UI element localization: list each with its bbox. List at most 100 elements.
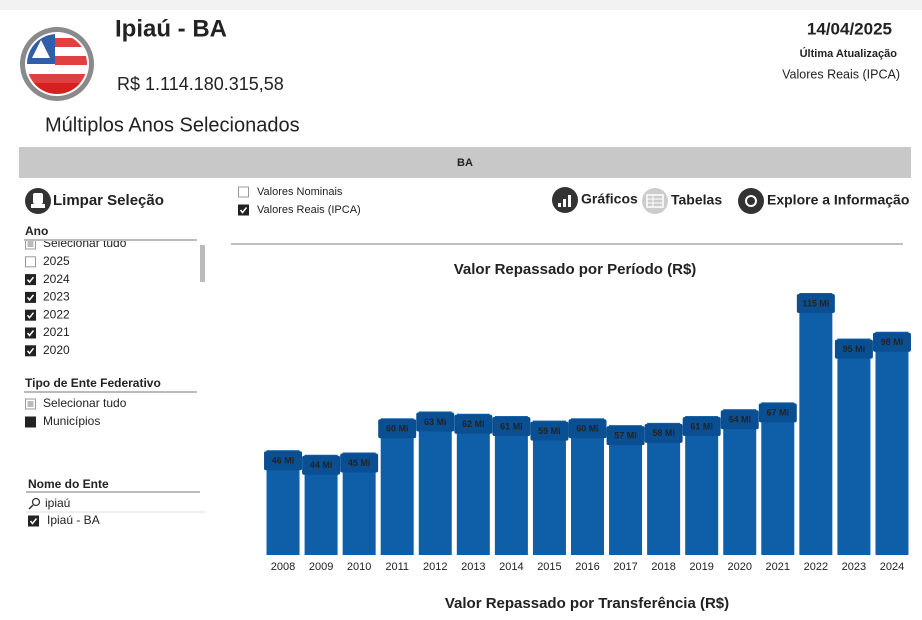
- update-label: Última Atualização: [800, 47, 898, 60]
- checkbox[interactable]: [25, 291, 36, 303]
- checkbox-box[interactable]: [25, 416, 36, 428]
- checkbox-box[interactable]: [25, 327, 36, 339]
- values-mode: Valores Reais (IPCA): [782, 67, 900, 81]
- x-tick-label: 2014: [499, 561, 523, 573]
- value-label: 61 Mi: [690, 421, 713, 431]
- bar: [685, 416, 719, 555]
- value-label: 63 Mi: [424, 417, 447, 427]
- value-label-badge: [530, 421, 569, 441]
- checkbox[interactable]: [238, 204, 249, 216]
- filter-option[interactable]: Selecionar tudo: [43, 396, 127, 410]
- search-input[interactable]: ipiaú: [45, 496, 70, 510]
- checkbox-box[interactable]: [238, 186, 249, 198]
- filter-option[interactable]: Selecionar tudo: [43, 236, 127, 250]
- filter-title: Tipo de Ente Federativo: [25, 376, 161, 390]
- explore-button[interactable]: Explore a Informação: [738, 188, 909, 214]
- bar: [418, 411, 452, 555]
- legend-label[interactable]: Valores Nominais: [257, 186, 343, 198]
- x-tick-label: 2013: [461, 561, 485, 573]
- filter-option[interactable]: 2020: [43, 343, 70, 357]
- x-tick-label: 2021: [766, 561, 790, 573]
- legend-label[interactable]: Valores Reais (IPCA): [257, 204, 361, 216]
- tables-button[interactable]: Tabelas: [642, 188, 722, 214]
- checkbox[interactable]: [25, 327, 36, 339]
- x-tick-label: 2022: [804, 561, 828, 573]
- x-tick-label: 2016: [575, 561, 599, 573]
- checkbox-box[interactable]: [25, 309, 36, 321]
- value-label-badge: [872, 332, 911, 352]
- checkbox[interactable]: [25, 398, 36, 410]
- checkmark[interactable]: [26, 294, 35, 302]
- checkbox[interactable]: [25, 309, 36, 321]
- checkmark[interactable]: [239, 207, 248, 214]
- value-label-badge: [264, 451, 303, 471]
- bar: [761, 402, 795, 555]
- value-label: 59 Mi: [538, 426, 561, 436]
- value-label: 95 Mi: [843, 344, 866, 354]
- checkmark[interactable]: [26, 276, 35, 284]
- checkbox-box[interactable]: [238, 204, 249, 216]
- checkbox[interactable]: [238, 186, 249, 198]
- bar: [837, 338, 871, 555]
- scrollbar[interactable]: [200, 245, 205, 282]
- checkbox-box[interactable]: [25, 291, 36, 303]
- value-label: 60 Mi: [386, 424, 409, 434]
- x-tick-label: 2012: [423, 561, 447, 573]
- checkbox[interactable]: [25, 345, 36, 357]
- checkbox-partial[interactable]: [27, 401, 34, 407]
- clear-button[interactable]: Limpar Seleção: [25, 188, 164, 214]
- section-title: Valor Repassado por Transferência (R$): [445, 595, 729, 612]
- checkbox-box[interactable]: [25, 256, 36, 268]
- checkbox-box[interactable]: [28, 515, 39, 527]
- banner: [19, 147, 911, 178]
- value-label-badge: [834, 339, 873, 359]
- value-label-badge: [416, 412, 455, 432]
- value-label: 62 Mi: [462, 419, 485, 429]
- charts-button-label[interactable]: Gráficos: [581, 191, 638, 207]
- checkmark[interactable]: [29, 518, 38, 525]
- charts-button[interactable]: Gráficos: [552, 187, 638, 213]
- value-label-badge: [758, 403, 797, 423]
- x-tick-label: 2017: [613, 561, 637, 573]
- filter-option[interactable]: 2023: [43, 290, 70, 304]
- explore-button-label[interactable]: Explore a Informação: [767, 192, 909, 208]
- top-strip: [0, 0, 922, 10]
- checkmark[interactable]: [26, 312, 35, 319]
- filter-option[interactable]: Ipiaú - BA: [47, 513, 100, 527]
- value-label: 115 Mi: [802, 298, 829, 308]
- filter-option[interactable]: 2024: [43, 272, 70, 286]
- checkbox-box[interactable]: [25, 345, 36, 357]
- value-label-badge: [606, 426, 645, 446]
- filter-option[interactable]: 2021: [43, 325, 70, 339]
- value-label-badge: [644, 423, 683, 443]
- x-tick-label: 2008: [271, 561, 295, 573]
- x-tick-label: 2018: [651, 561, 675, 573]
- value-label-badge: [720, 410, 759, 430]
- filter-option[interactable]: Municípios: [43, 414, 100, 428]
- x-tick-label: 2015: [537, 561, 561, 573]
- checkbox[interactable]: [25, 416, 36, 428]
- bar: [456, 413, 490, 555]
- bar: [647, 422, 681, 555]
- value-label: 44 Mi: [310, 460, 333, 470]
- checkbox[interactable]: [25, 274, 36, 286]
- value-label: 61 Mi: [500, 421, 523, 431]
- checkbox[interactable]: [25, 239, 36, 250]
- filter-option[interactable]: 2022: [43, 307, 70, 321]
- filter-option[interactable]: 2025: [43, 254, 70, 268]
- checkmark[interactable]: [26, 330, 35, 337]
- value-label-badge: [302, 455, 341, 475]
- filter-title: Ano: [25, 224, 48, 238]
- bar: [494, 416, 528, 555]
- value-label-badge: [340, 453, 379, 473]
- checkbox-box[interactable]: [25, 274, 36, 286]
- checkbox[interactable]: [28, 515, 39, 527]
- value-label: 98 Mi: [881, 337, 904, 347]
- tables-button-label[interactable]: Tabelas: [671, 192, 722, 208]
- checkbox[interactable]: [25, 256, 36, 268]
- x-tick-label: 2023: [842, 561, 866, 573]
- clear-button-label[interactable]: Limpar Seleção: [53, 192, 164, 209]
- checkmark[interactable]: [26, 347, 35, 355]
- x-tick-label: 2020: [727, 561, 751, 573]
- checkbox-partial[interactable]: [27, 241, 34, 247]
